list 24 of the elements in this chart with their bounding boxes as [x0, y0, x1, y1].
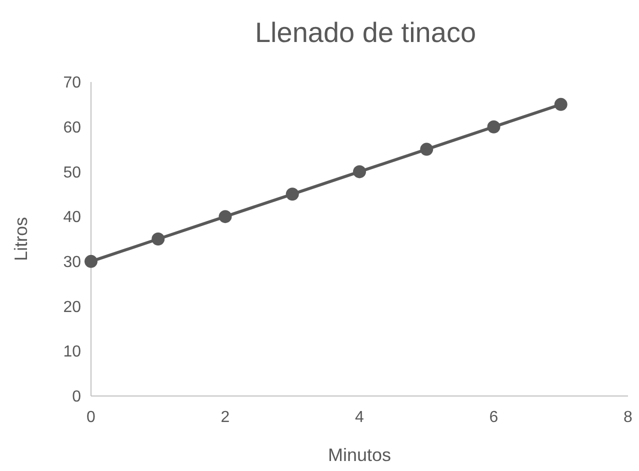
x-tick-label: 6 [489, 409, 498, 426]
y-tick-label: 40 [63, 209, 82, 226]
y-tick-label: 30 [63, 254, 82, 272]
y-tick-label: 20 [63, 298, 82, 316]
x-tick-label: 8 [624, 409, 633, 426]
y-tick-label: 0 [72, 388, 82, 406]
point [487, 120, 500, 134]
y-tick-label: 50 [63, 164, 82, 182]
x-tick-label: 4 [355, 409, 364, 426]
point [286, 188, 299, 201]
y-tick-label: 10 [63, 344, 82, 361]
x-tick-label: 0 [86, 409, 96, 426]
x-tick-label: 2 [220, 409, 230, 426]
point [218, 210, 232, 224]
point [152, 232, 165, 246]
point [353, 165, 366, 178]
chart-title: Llenado de tinaco [254, 17, 476, 48]
y-tick-label: 60 [63, 119, 82, 136]
point [554, 98, 568, 111]
y-tick-label: 70 [63, 74, 82, 92]
point [84, 254, 98, 268]
point [420, 142, 434, 156]
x-axis-title: Minutos [328, 445, 392, 465]
y-axis-title: Litros [11, 216, 31, 262]
